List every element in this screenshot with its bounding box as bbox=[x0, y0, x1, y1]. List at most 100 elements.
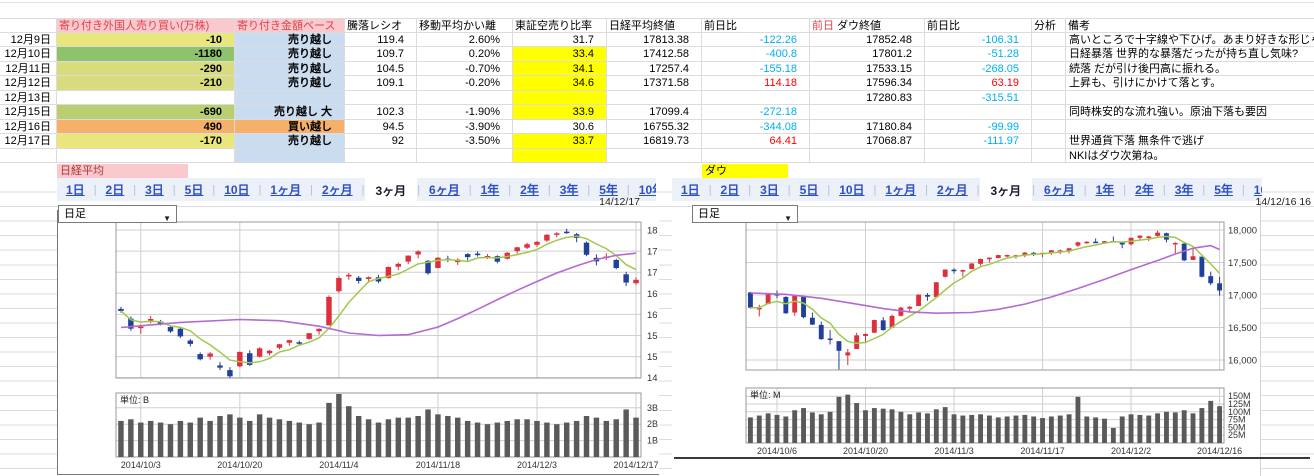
basis-judgement: 売り越し bbox=[235, 32, 345, 48]
remark-cell: 続落 だが引け後円高に振れる。 bbox=[1066, 62, 1314, 77]
nikkei-tab-3年[interactable]: 3年 bbox=[559, 183, 579, 197]
svg-text:14,500: 14,500 bbox=[647, 373, 658, 384]
nikkei-tab-2ヶ月[interactable]: 2ヶ月 bbox=[321, 183, 353, 197]
svg-text:2014/12/2: 2014/12/2 bbox=[1111, 446, 1151, 456]
dow-close bbox=[810, 105, 925, 120]
nikkei-chart: 18,000 17,500 17,000 16,500 16,000 15,500 15,0… bbox=[57, 210, 676, 475]
dow-close: 17852.48 bbox=[810, 32, 925, 48]
analysis-cell bbox=[1032, 47, 1066, 62]
dow-tab-6ヶ月[interactable]: 6ヶ月 bbox=[1044, 183, 1075, 197]
nikkei-tab-3日[interactable]: 3日 bbox=[145, 183, 164, 197]
svg-text:25M: 25M bbox=[1228, 430, 1246, 440]
nikkei-tab-6ヶ月[interactable]: 6ヶ月 bbox=[429, 183, 460, 197]
nikkei-tab-1年[interactable]: 1年 bbox=[480, 183, 500, 197]
svg-text:15,500: 15,500 bbox=[647, 331, 658, 342]
dow-close: 17801.2 bbox=[810, 47, 925, 62]
updown-ratio: 109.1 bbox=[345, 76, 417, 91]
foreign-net-value: -170 bbox=[57, 134, 235, 149]
foreign-net-value: -1180 bbox=[57, 47, 235, 62]
dow-tab-5年[interactable]: 5年 bbox=[1214, 183, 1233, 197]
nikkei-tab-1ヶ月[interactable]: 1ヶ月 bbox=[270, 183, 302, 197]
svg-text:16,000: 16,000 bbox=[647, 310, 658, 321]
row-date bbox=[0, 148, 57, 164]
nikkei-tab-10日[interactable]: 10日 bbox=[224, 183, 250, 197]
svg-text:16,000: 16,000 bbox=[1228, 356, 1257, 367]
tab-separator: | bbox=[1202, 183, 1206, 196]
svg-text:2014/11/3: 2014/11/3 bbox=[934, 446, 973, 456]
tab-separator: | bbox=[1083, 183, 1087, 196]
ma-deviation: -1.90% bbox=[417, 105, 513, 120]
dow-diff: -106.31 bbox=[925, 32, 1032, 48]
dow-tab-1日[interactable]: 1日 bbox=[681, 183, 700, 197]
tab-separator: | bbox=[787, 183, 791, 196]
foreign-net-value: -290 bbox=[57, 61, 235, 77]
dow-tab-2年[interactable]: 2年 bbox=[1135, 183, 1154, 197]
updown-ratio: 109.7 bbox=[345, 47, 417, 62]
dow-tab-10年[interactable]: 10年 bbox=[1253, 183, 1262, 197]
svg-text:16,500: 16,500 bbox=[1228, 323, 1257, 334]
nikkei-interval-value: 日足 bbox=[64, 208, 86, 220]
row-date: 12月11日 bbox=[0, 61, 57, 77]
updown-ratio: 102.3 bbox=[345, 105, 417, 120]
analysis-cell bbox=[1032, 61, 1066, 77]
short-sell-ratio: 33.9 bbox=[513, 105, 607, 120]
header-kairi: 移動平均かい離 bbox=[417, 18, 513, 33]
updown-ratio: 94.5 bbox=[345, 119, 417, 135]
short-sell-ratio bbox=[513, 90, 607, 106]
nikkei-tab-5日[interactable]: 5日 bbox=[184, 183, 204, 197]
header-short-ratio: 東証空売り比率 bbox=[513, 18, 607, 33]
dow-candlestick-svg: 18,000 17,500 17,000 16,500 16,000 2014/10/6 2… bbox=[745, 221, 1257, 456]
dow-tab-1ヶ月[interactable]: 1ヶ月 bbox=[885, 183, 917, 197]
nikkei-tab-2年[interactable]: 2年 bbox=[520, 183, 539, 197]
dow-tab-2ヶ月[interactable]: 2ヶ月 bbox=[936, 183, 968, 197]
tab-separator: | bbox=[708, 183, 712, 196]
header-dow-prev: 前日 bbox=[812, 20, 834, 32]
dow-interval-dropdown[interactable]: 日足 ▼ bbox=[692, 205, 798, 223]
dow-tab-1年[interactable]: 1年 bbox=[1095, 183, 1115, 197]
nikkei-interval-dropdown[interactable]: 日足 ▼ bbox=[58, 205, 177, 223]
svg-text:2014/10/20: 2014/10/20 bbox=[217, 460, 262, 470]
svg-text:2014/10/20: 2014/10/20 bbox=[843, 446, 888, 456]
row-date: 12月15日 bbox=[0, 105, 57, 120]
remark-cell: 同時株安的な流れ強い。原油下落も要因 bbox=[1066, 105, 1314, 120]
analysis-cell bbox=[1032, 134, 1066, 149]
nikkei-tab-5年[interactable]: 5年 bbox=[599, 183, 618, 197]
nikkei-tab-10年[interactable]: 10年 bbox=[638, 183, 656, 197]
nikkei-diff: 114.18 bbox=[702, 76, 810, 91]
dow-tab-3ヶ月[interactable]: 3ヶ月 bbox=[979, 178, 1033, 201]
ma-deviation bbox=[417, 90, 513, 106]
dow-tab-2日[interactable]: 2日 bbox=[720, 183, 740, 197]
dow-diff: -268.05 bbox=[925, 61, 1032, 77]
nikkei-tab-1日[interactable]: 1日 bbox=[66, 183, 85, 197]
nikkei-diff: -400.8 bbox=[702, 47, 810, 62]
nikkei-tab-3ヶ月[interactable]: 3ヶ月 bbox=[364, 178, 418, 201]
dow-tab-3年[interactable]: 3年 bbox=[1174, 183, 1194, 197]
row-date: 12月16日 bbox=[0, 119, 57, 135]
dow-tab-10日[interactable]: 10日 bbox=[839, 183, 865, 197]
tab-separator: | bbox=[925, 183, 928, 196]
tab-separator: | bbox=[1123, 183, 1127, 196]
foreign-net-value: -10 bbox=[57, 32, 235, 48]
remark-cell: 日経暴落 世界的な暴落だったが持ち直し気味? bbox=[1066, 47, 1314, 62]
tab-separator: | bbox=[748, 183, 752, 196]
nikkei-candlestick-svg: 18,000 17,500 17,000 16,500 16,000 15,500 15,0… bbox=[115, 221, 676, 470]
header-nikkei-close: 日経平均終値 bbox=[607, 18, 702, 33]
nikkei-tab-2日[interactable]: 2日 bbox=[105, 183, 125, 197]
basis-judgement: 売り越し bbox=[235, 76, 345, 91]
foreign-net-value: -210 bbox=[57, 76, 235, 91]
svg-text:18,000: 18,000 bbox=[647, 226, 658, 237]
ma-deviation: -0.70% bbox=[417, 61, 513, 77]
svg-text:18,000: 18,000 bbox=[1228, 226, 1257, 237]
dow-tab-5日[interactable]: 5日 bbox=[799, 183, 819, 197]
tab-separator: | bbox=[310, 183, 313, 196]
nikkei-section-label: 日経平均 bbox=[57, 163, 188, 178]
row-date: 12月13日 bbox=[0, 90, 57, 106]
dow-tab-3日[interactable]: 3日 bbox=[760, 183, 779, 197]
analysis-cell bbox=[1032, 76, 1066, 91]
tab-separator: | bbox=[93, 183, 97, 196]
nikkei-close: 17813.38 bbox=[607, 32, 702, 48]
nikkei-diff: -155.18 bbox=[702, 61, 810, 77]
header-basis: 寄り付き金額ベース bbox=[235, 18, 345, 33]
updown-ratio bbox=[345, 148, 417, 164]
svg-text:1B: 1B bbox=[647, 436, 658, 446]
